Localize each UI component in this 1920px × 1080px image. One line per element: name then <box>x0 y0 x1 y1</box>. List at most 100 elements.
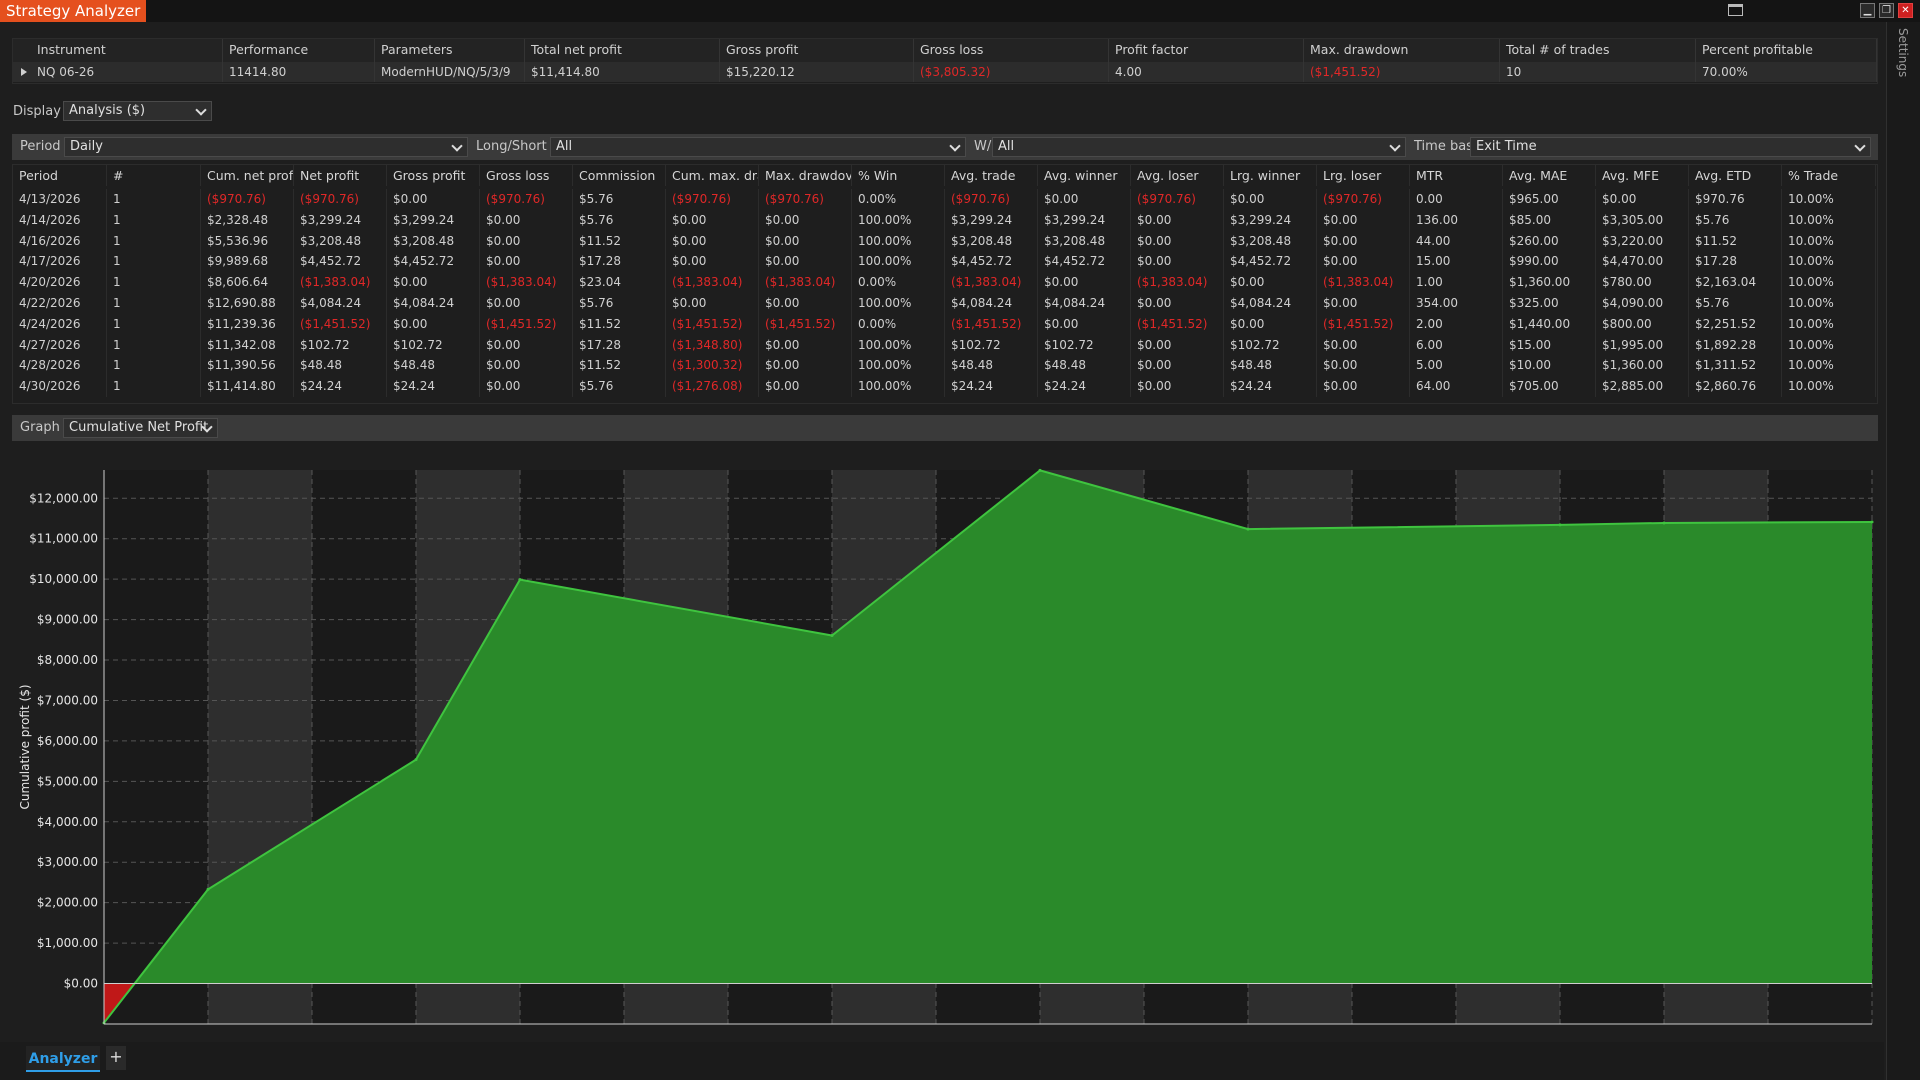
table-cell: $2,885.00 <box>1596 376 1689 398</box>
table-row[interactable]: 4/16/2026 1 $5,536.96 $3,208.48 $3,208.48 $0.… <box>13 230 1877 252</box>
period-col-header[interactable]: Gross profit <box>387 165 480 186</box>
table-row[interactable]: 4/17/2026 1 $9,989.68 $4,452.72 $4,452.72 $0.… <box>13 251 1877 273</box>
summary-cell: 10 <box>1500 62 1696 82</box>
display-select[interactable]: Analysis ($) <box>63 101 212 121</box>
table-cell: $102.72 <box>294 334 387 356</box>
table-cell: $10.00 <box>1503 355 1596 377</box>
x-tick-label: 4/28/2026 <box>1633 1031 1695 1032</box>
table-row[interactable]: 4/30/2026 1 $11,414.80 $24.24 $24.24 $0.00 $5.… <box>13 376 1877 398</box>
table-cell: $0.00 <box>1131 355 1224 377</box>
period-col-header[interactable]: Avg. ETD <box>1689 165 1782 186</box>
x-tick-label: 4/14/2026 <box>177 1031 239 1032</box>
settings-rail[interactable]: Settings <box>1886 22 1920 1080</box>
data-point <box>1038 468 1042 472</box>
timebase-select-value: Exit Time <box>1476 139 1537 154</box>
table-cell: $11.52 <box>573 313 666 335</box>
period-col-header[interactable]: Avg. trade <box>945 165 1038 186</box>
table-cell: $5.76 <box>1689 293 1782 314</box>
chevron-down-icon <box>195 104 207 116</box>
period-col-header[interactable]: Cum. net prof <box>201 165 294 186</box>
summary-header-row: Instrument Performance Parameters Total net… <box>13 39 1877 62</box>
table-cell: $4,090.00 <box>1596 293 1689 314</box>
period-col-header[interactable]: % Trade <box>1782 165 1876 186</box>
longshort-select[interactable]: All <box>550 137 966 157</box>
window-title: Strategy Analyzer <box>0 0 147 22</box>
period-col-header[interactable]: Avg. loser <box>1131 165 1224 186</box>
y-tick-label: $9,000.00 <box>37 613 98 627</box>
table-cell: ($1,276.08) <box>666 376 759 398</box>
table-cell: $11.52 <box>573 355 666 377</box>
chevron-down-icon <box>1389 140 1401 152</box>
table-cell: $0.00 <box>759 293 852 314</box>
table-cell: $0.00 <box>666 293 759 314</box>
summary-col-header[interactable]: Performance <box>223 39 375 62</box>
summary-col-header[interactable]: Instrument <box>13 39 223 62</box>
period-col-header[interactable]: Avg. MFE <box>1596 165 1689 186</box>
expand-row-icon[interactable] <box>21 68 27 76</box>
table-cell: 0.00% <box>852 272 945 294</box>
wl-select[interactable]: All <box>992 137 1406 157</box>
table-cell: $4,084.24 <box>1224 293 1317 314</box>
period-col-header[interactable]: Avg. MAE <box>1503 165 1596 186</box>
summary-col-header[interactable]: Percent profitable <box>1696 39 1877 62</box>
period-col-header[interactable]: Max. drawdov <box>759 165 852 186</box>
period-col-header[interactable]: Avg. winner <box>1038 165 1131 186</box>
table-cell: ($970.76) <box>201 189 294 210</box>
table-cell: $2,328.48 <box>201 209 294 231</box>
cumulative-profit-chart[interactable]: $0.00 $1,000.00 $2,000.00 $3,000.00 $4,000.0… <box>12 442 1878 1032</box>
period-col-header[interactable]: Lrg. loser <box>1317 165 1410 186</box>
table-cell: $0.00 <box>1038 313 1131 335</box>
table-cell: $48.48 <box>1224 355 1317 377</box>
summary-col-header[interactable]: Parameters <box>375 39 525 62</box>
summary-col-header[interactable]: Max. drawdown <box>1304 39 1500 62</box>
summary-col-header[interactable]: Total # of trades <box>1500 39 1696 62</box>
summary-col-header[interactable]: Gross profit <box>720 39 914 62</box>
table-cell: $0.00 <box>480 251 573 273</box>
table-cell: 1.00 <box>1410 272 1503 294</box>
summary-grid: Instrument Performance Parameters Total net… <box>12 38 1878 84</box>
dock-window-icon[interactable] <box>1728 4 1743 16</box>
period-col-header[interactable]: Period <box>13 165 107 186</box>
data-point <box>1246 527 1250 531</box>
table-cell: 100.00% <box>852 355 945 377</box>
restore-button[interactable]: ❐ <box>1879 3 1894 18</box>
table-cell: 5.00 <box>1410 355 1503 377</box>
x-tick-label: 4/29/2026 <box>1737 1031 1799 1032</box>
y-tick-label: $2,000.00 <box>37 896 98 910</box>
period-col-header[interactable]: # <box>107 165 201 186</box>
period-col-header[interactable]: MTR <box>1410 165 1503 186</box>
period-col-header[interactable]: Commission <box>573 165 666 186</box>
y-tick-label: $11,000.00 <box>29 532 98 546</box>
tab-analyzer[interactable]: Analyzer <box>26 1046 100 1072</box>
graph-select[interactable]: Cumulative Net Profit <box>63 418 218 438</box>
table-cell: $0.00 <box>1038 189 1131 210</box>
y-tick-label: $3,000.00 <box>37 855 98 869</box>
timebase-select[interactable]: Exit Time <box>1470 137 1871 157</box>
summary-col-header[interactable]: Profit factor <box>1109 39 1304 62</box>
add-tab-button[interactable]: + <box>106 1046 126 1070</box>
period-col-header[interactable]: Net profit <box>294 165 387 186</box>
table-row[interactable]: 4/20/2026 1 $8,606.64 ($1,383.04) $0.00 ($1,3… <box>13 272 1877 294</box>
period-col-header[interactable]: Lrg. winner <box>1224 165 1317 186</box>
table-cell: $11,342.08 <box>201 334 294 356</box>
period-col-header[interactable]: Gross loss <box>480 165 573 186</box>
y-tick-label: $4,000.00 <box>37 815 98 829</box>
period-col-header[interactable]: % Win <box>852 165 945 186</box>
x-tick-label: 4/21/2026 <box>905 1031 967 1032</box>
period-select[interactable]: Daily <box>64 137 468 157</box>
table-cell: $0.00 <box>1317 334 1410 356</box>
table-row[interactable]: 4/27/2026 1 $11,342.08 $102.72 $102.72 $0.00 $… <box>13 334 1877 356</box>
close-button[interactable]: ✕ <box>1898 3 1913 18</box>
summary-data-row[interactable]: NQ 06-26 11414.80 ModernHUD/NQ/5/3/9 $11,41… <box>13 62 1877 82</box>
table-row[interactable]: 4/14/2026 1 $2,328.48 $3,299.24 $3,299.24 $0.… <box>13 209 1877 231</box>
summary-col-header[interactable]: Total net profit <box>525 39 720 62</box>
minimize-button[interactable]: ▁ <box>1860 3 1875 18</box>
table-row[interactable]: 4/24/2026 1 $11,239.36 ($1,451.52) $0.00 ($1,… <box>13 313 1877 335</box>
settings-label[interactable]: Settings <box>1896 28 1910 78</box>
table-row[interactable]: 4/22/2026 1 $12,690.88 $4,084.24 $4,084.24 $0… <box>13 293 1877 314</box>
table-row[interactable]: 4/28/2026 1 $11,390.56 $48.48 $48.48 $0.00 $11… <box>13 355 1877 377</box>
table-cell: 1 <box>107 251 201 273</box>
table-row[interactable]: 4/13/2026 1 ($970.76) ($970.76) $0.00 ($970.7… <box>13 189 1877 210</box>
summary-col-header[interactable]: Gross loss <box>914 39 1109 62</box>
period-col-header[interactable]: Cum. max. dra <box>666 165 759 186</box>
